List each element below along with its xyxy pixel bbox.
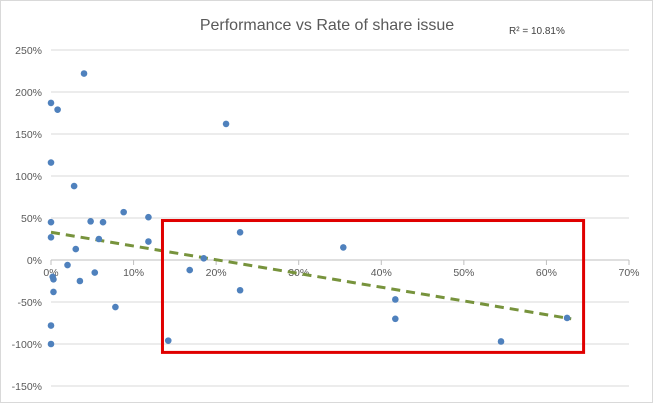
x-tick-label: 30% xyxy=(288,267,309,279)
data-point xyxy=(145,238,152,245)
data-point xyxy=(70,182,78,190)
y-tick-label: 0% xyxy=(27,255,42,267)
data-point xyxy=(222,120,230,128)
data-point xyxy=(497,338,505,345)
data-point xyxy=(47,218,55,226)
data-point xyxy=(186,266,194,274)
data-point xyxy=(64,261,71,269)
trendline-layer xyxy=(50,230,572,321)
data-point xyxy=(120,208,127,216)
y-tick-label: -100% xyxy=(12,339,42,351)
chart-title: Performance vs Rate of share issue xyxy=(200,17,454,34)
y-tick-label: 50% xyxy=(21,213,42,225)
y-axis-ticks: 250% 200% 150% 100% 50% 0% -50% -100% -150% xyxy=(12,45,42,393)
data-point xyxy=(47,234,55,241)
data-point xyxy=(236,286,244,294)
x-tick-label: 10% xyxy=(123,267,144,279)
data-point xyxy=(392,296,399,303)
data-point xyxy=(54,106,61,113)
r-squared-label: R² = 10.81% xyxy=(509,26,565,37)
y-tick-label: 150% xyxy=(15,129,42,141)
y-tick-label: -50% xyxy=(17,297,42,309)
data-point xyxy=(87,218,94,225)
data-points xyxy=(47,70,571,348)
data-point xyxy=(164,337,172,344)
gridlines xyxy=(51,49,629,387)
x-tick-label: 40% xyxy=(371,267,392,279)
x-tick-label: 50% xyxy=(453,267,474,279)
x-tick-label: 70% xyxy=(618,267,639,279)
highlight-box xyxy=(160,219,586,354)
data-point xyxy=(112,303,119,311)
data-point xyxy=(200,255,208,262)
data-point xyxy=(99,218,107,226)
data-point xyxy=(145,213,152,221)
x-tick-label: 60% xyxy=(536,267,557,279)
data-point xyxy=(50,276,57,283)
data-point xyxy=(80,70,88,77)
y-tick-label: -150% xyxy=(12,381,42,393)
data-point xyxy=(47,340,55,348)
y-tick-label: 200% xyxy=(15,87,42,99)
data-point xyxy=(76,277,84,285)
data-point xyxy=(392,315,399,323)
data-point xyxy=(50,288,57,296)
highlight-layer xyxy=(160,219,586,354)
x-axis xyxy=(50,259,630,265)
data-point xyxy=(340,244,347,251)
data-point xyxy=(91,269,99,276)
data-point xyxy=(95,235,103,243)
data-point xyxy=(72,245,80,253)
data-point xyxy=(47,322,55,329)
y-tick-label: 250% xyxy=(15,45,42,57)
trendline xyxy=(50,230,572,321)
data-point xyxy=(563,314,571,322)
data-point xyxy=(47,159,55,166)
y-tick-label: 100% xyxy=(15,171,42,183)
x-axis-ticks: 0% 10% 20% 30% 40% 50% 60% 70% xyxy=(43,267,639,279)
x-tick-label: 20% xyxy=(206,267,227,279)
data-point xyxy=(47,99,55,107)
data-point xyxy=(236,228,244,236)
